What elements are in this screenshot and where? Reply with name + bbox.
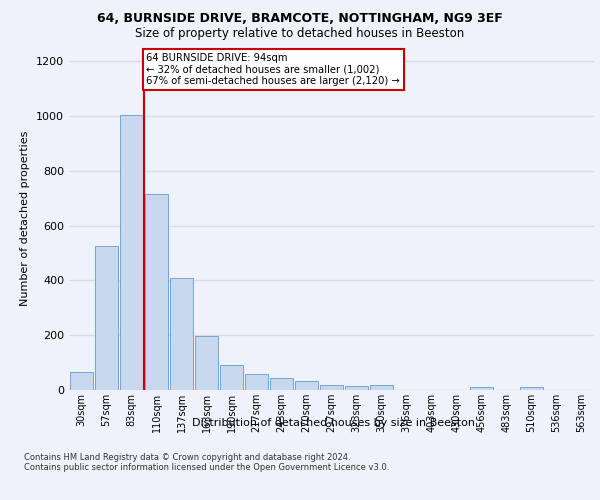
Y-axis label: Number of detached properties: Number of detached properties (20, 131, 31, 306)
Text: 64, BURNSIDE DRIVE, BRAMCOTE, NOTTINGHAM, NG9 3EF: 64, BURNSIDE DRIVE, BRAMCOTE, NOTTINGHAM… (97, 12, 503, 26)
Text: 64 BURNSIDE DRIVE: 94sqm
← 32% of detached houses are smaller (1,002)
67% of sem: 64 BURNSIDE DRIVE: 94sqm ← 32% of detach… (146, 53, 400, 86)
Bar (95, 246, 118, 390)
Text: Contains HM Land Registry data © Crown copyright and database right 2024.: Contains HM Land Registry data © Crown c… (24, 454, 350, 462)
Text: Contains public sector information licensed under the Open Government Licence v3: Contains public sector information licen… (24, 464, 389, 472)
Bar (370, 385, 393, 390)
Bar (195, 336, 218, 390)
Text: Size of property relative to detached houses in Beeston: Size of property relative to detached ho… (136, 28, 464, 40)
Bar (345, 386, 368, 390)
Bar (120, 116, 143, 390)
Bar (470, 386, 493, 390)
Bar (170, 278, 193, 390)
Bar (520, 388, 543, 390)
Bar (320, 385, 343, 390)
Bar (145, 194, 168, 390)
Bar (70, 372, 93, 390)
Bar (295, 381, 318, 390)
Bar (245, 374, 268, 390)
Text: Distribution of detached houses by size in Beeston: Distribution of detached houses by size … (191, 418, 475, 428)
Bar (270, 378, 293, 390)
Bar (220, 366, 243, 390)
